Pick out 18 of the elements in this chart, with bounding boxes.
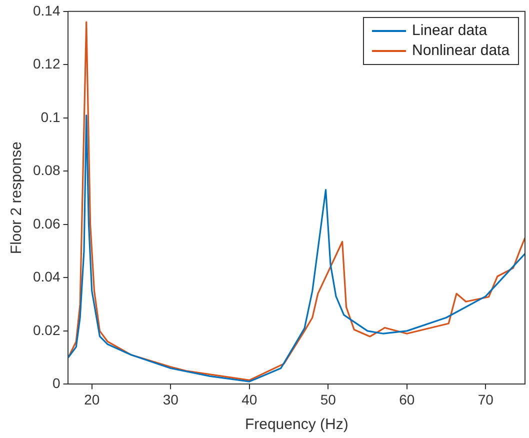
x-tick-label: 20 — [84, 391, 100, 408]
y-tick-label: 0.12 — [33, 56, 60, 72]
x-tick-label: 30 — [162, 391, 179, 408]
y-tick-label: 0.02 — [33, 322, 60, 338]
x-tick-label: 50 — [320, 391, 336, 408]
x-tick-label: 60 — [399, 391, 415, 408]
x-axis-title: Frequency (Hz) — [244, 416, 348, 434]
x-tick-label: 70 — [478, 391, 494, 408]
y-tick-label: 0 — [52, 375, 60, 392]
y-tick-label: 0.14 — [33, 2, 60, 18]
y-tick-label: 0.06 — [33, 215, 60, 232]
x-tick-label: 40 — [242, 391, 258, 408]
y-tick-label: 0.08 — [33, 162, 60, 178]
y-tick-label: 0.04 — [33, 268, 60, 285]
legend-label: Linear data — [412, 21, 488, 42]
legend-label: Nonlinear data — [412, 41, 510, 62]
y-axis-title: Floor 2 response — [8, 142, 26, 254]
y-tick-label: 0.1 — [40, 108, 60, 125]
